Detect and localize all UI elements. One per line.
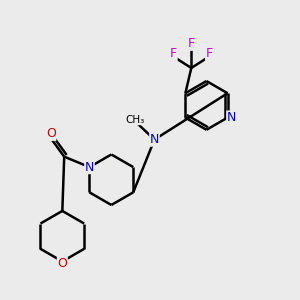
Text: O: O — [46, 127, 56, 140]
Text: N: N — [85, 160, 94, 174]
Text: F: F — [206, 47, 213, 61]
Text: N: N — [227, 111, 236, 124]
Text: F: F — [188, 37, 195, 50]
Text: O: O — [57, 257, 67, 270]
Text: N: N — [150, 133, 159, 146]
Text: F: F — [170, 47, 177, 61]
Text: CH₃: CH₃ — [125, 115, 144, 125]
